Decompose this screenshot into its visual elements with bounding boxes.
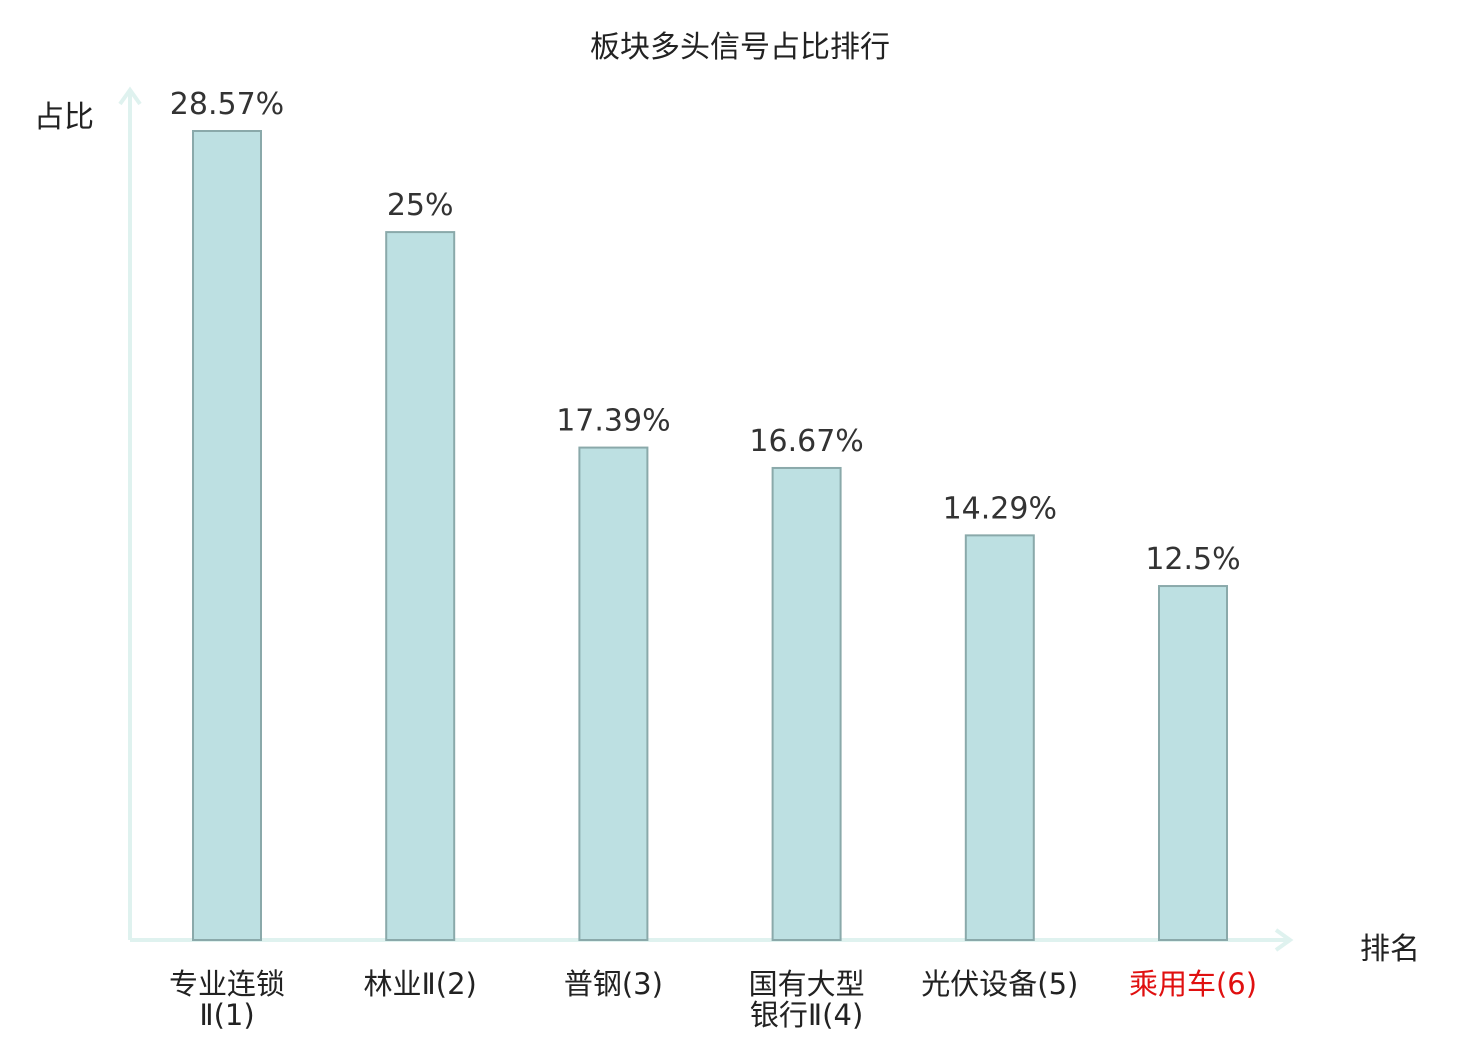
category-label-6-line-1: 乘用车(6) (1129, 967, 1257, 1001)
y-axis-arrow (118, 86, 142, 106)
category-label-4-line-2: 银行Ⅱ(4) (750, 998, 863, 1032)
bar-6 (1158, 585, 1228, 941)
category-label-4-line-1: 国有大型 (749, 967, 865, 1001)
value-label-4: 16.67% (749, 424, 863, 459)
bar-1 (192, 130, 262, 941)
value-label-2: 25% (387, 188, 454, 223)
bar-3 (578, 446, 649, 941)
category-label-1-line-1: 专业连锁 (169, 967, 285, 1001)
value-label-6: 12.5% (1145, 542, 1240, 577)
category-label-1-line-2: Ⅱ(1) (199, 998, 254, 1032)
category-label-3-line-1: 普钢(3) (564, 967, 663, 1001)
value-label-1: 28.57% (170, 87, 284, 122)
category-label-5-line-1: 光伏设备(5) (921, 967, 1078, 1001)
x-axis-label: 排名 (1360, 932, 1420, 967)
chart-title: 板块多头信号占比排行 (590, 30, 890, 65)
bar-2 (385, 231, 456, 941)
x-axis-arrow (1274, 928, 1294, 952)
y-axis-label: 占比 (34, 100, 94, 135)
bar-5 (964, 534, 1035, 941)
category-label-2-line-1: 林业Ⅱ(2) (364, 967, 477, 1001)
value-label-5: 14.29% (943, 491, 1057, 526)
bar-4 (771, 466, 842, 941)
value-label-3: 17.39% (556, 404, 670, 439)
